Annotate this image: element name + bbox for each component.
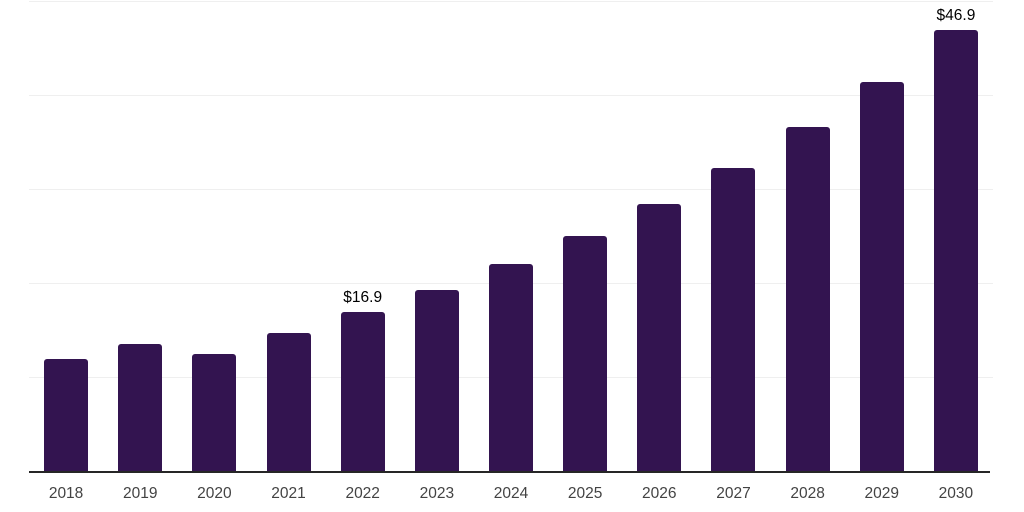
x-tick-label: 2020 (197, 485, 232, 502)
x-tick-label: 2028 (790, 485, 825, 502)
bar-2022 (340, 312, 385, 471)
x-tick-label: 2022 (345, 485, 380, 502)
x-axis-labels: 2018 2019 2020 2021 2022 2023 2024 2025 2026 2027… (29, 485, 993, 505)
bar-2018 (44, 359, 89, 471)
bar-2021 (266, 332, 311, 471)
gridline (29, 189, 993, 190)
x-tick-label: 2030 (938, 485, 974, 502)
bar-2019 (118, 344, 163, 471)
bar-2029 (859, 81, 904, 471)
plot-area: $16.9 $46.9 (29, 0, 993, 473)
x-tick-label: 2019 (122, 485, 158, 502)
x-axis-line (29, 471, 990, 473)
x-tick-label: 2021 (271, 485, 306, 502)
bar-2026 (637, 204, 682, 471)
x-tick-label: 2026 (642, 485, 677, 502)
x-tick-label: 2029 (864, 485, 900, 502)
bar-data-label: $16.9 (343, 288, 383, 306)
x-tick-label: 2027 (716, 485, 751, 502)
bar-data-label: $46.9 (936, 6, 976, 24)
bar-2030 (933, 30, 978, 471)
bar-2027 (711, 168, 756, 471)
gridline (29, 1, 993, 2)
x-tick-label: 2024 (493, 485, 529, 502)
x-tick-label: 2023 (419, 485, 455, 502)
x-tick-label: 2025 (567, 485, 603, 502)
gridline (29, 95, 993, 96)
bar-2023 (414, 289, 459, 471)
x-tick-label: 2018 (48, 485, 84, 502)
bar-2024 (489, 264, 533, 471)
bar-2028 (785, 126, 830, 471)
bar-2020 (192, 353, 237, 471)
bar-2025 (563, 236, 608, 471)
